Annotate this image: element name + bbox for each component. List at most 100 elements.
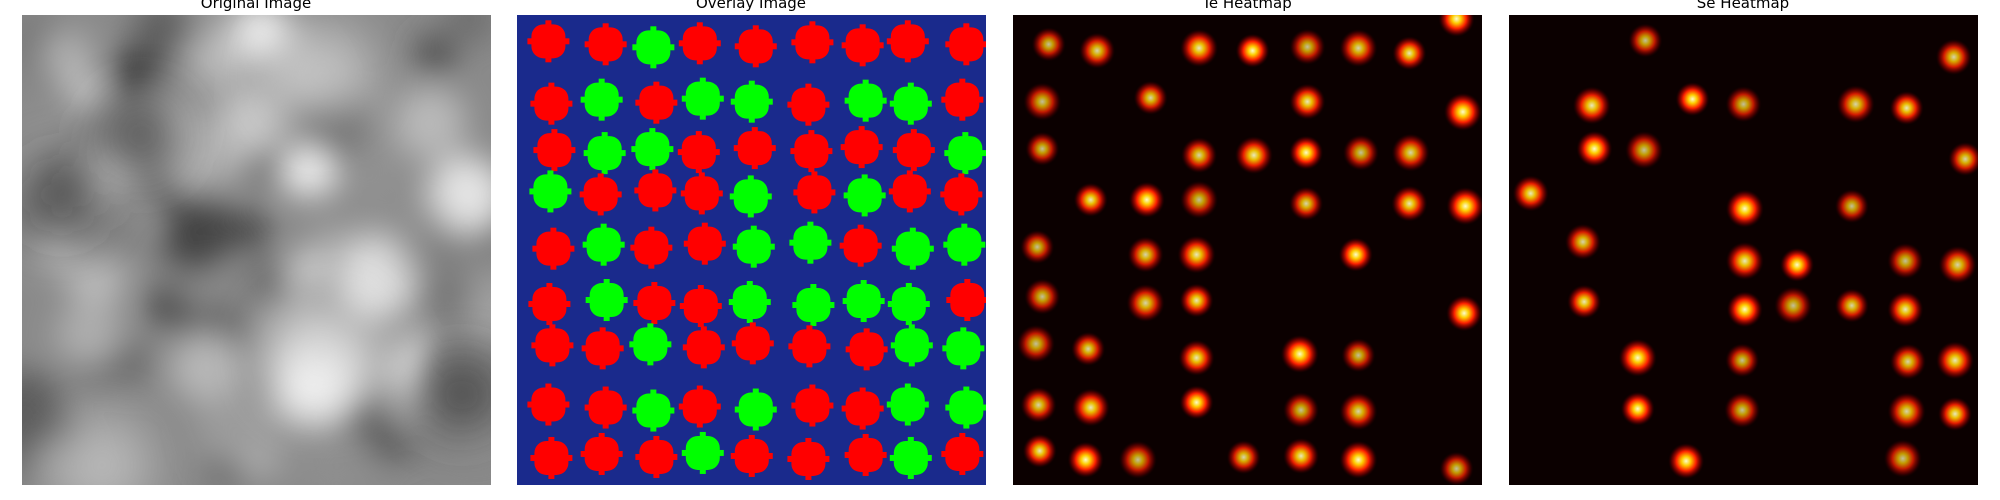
marker-cross — [529, 188, 572, 195]
marker-cross — [681, 449, 724, 456]
heat-spot — [1439, 451, 1474, 485]
marker-cross — [530, 100, 573, 107]
heat-spot — [1133, 80, 1168, 115]
heat-spot — [1079, 32, 1116, 69]
heat-spot — [1177, 235, 1216, 274]
texture — [22, 25, 491, 485]
heat-spot — [1181, 137, 1218, 174]
heat-spot — [1836, 85, 1875, 124]
marker-cross — [842, 298, 885, 305]
marker-cross — [580, 450, 623, 457]
marker-cross — [632, 407, 675, 414]
heat-spot — [1392, 36, 1427, 71]
heat-spot — [1887, 392, 1926, 431]
marker-cross — [733, 145, 776, 152]
marker-cross — [790, 148, 833, 155]
marker-cross — [946, 297, 986, 304]
heat-spot — [1342, 134, 1379, 171]
heat-spot — [1289, 83, 1326, 120]
marker-cross — [793, 189, 836, 196]
marker-cross — [728, 299, 771, 306]
heat-spot — [1022, 433, 1057, 468]
heat-spot — [1020, 229, 1055, 264]
marker-cross — [584, 404, 627, 411]
marker-cross — [840, 144, 883, 151]
heat-spot — [1889, 91, 1924, 126]
heat-spot — [1391, 133, 1430, 172]
panel-title: Overlay Image — [696, 0, 806, 12]
texture-blob — [232, 212, 269, 249]
heat-spot — [1339, 29, 1378, 68]
heat-spot — [1625, 131, 1664, 170]
marker-cross — [843, 192, 886, 199]
heat-spot — [1339, 440, 1378, 479]
texture-blob — [336, 244, 413, 322]
marker-cross — [841, 405, 884, 412]
heat-spot — [1572, 86, 1611, 125]
marker-cross — [941, 450, 984, 457]
marker-cross — [527, 401, 570, 408]
texture-blob — [444, 15, 491, 45]
marker-cross — [945, 41, 986, 48]
heat-spot — [1889, 343, 1926, 380]
marker-cross — [632, 44, 675, 51]
heat-spot — [1073, 182, 1108, 217]
marker-cross — [841, 42, 884, 49]
texture-blob — [34, 226, 82, 273]
heat-spot — [1725, 86, 1762, 123]
marker-cross — [787, 101, 830, 108]
marker-cross — [631, 146, 674, 153]
marker-cross — [527, 38, 570, 45]
heat-spot — [1438, 15, 1475, 37]
marker-cross — [634, 187, 677, 194]
se-heatmap — [1509, 15, 1978, 485]
heat-spot — [1071, 331, 1106, 366]
heat-spot — [1180, 180, 1219, 219]
heat-spot — [1725, 189, 1764, 228]
texture-blob — [421, 269, 475, 324]
marker-cross — [730, 98, 773, 105]
heat-spot — [1283, 437, 1320, 474]
heat-spot — [1620, 391, 1655, 426]
texture-blob — [170, 332, 241, 404]
marker-cross — [531, 342, 574, 349]
marker-cross — [886, 401, 929, 408]
heat-spot — [1628, 23, 1663, 58]
marker-cross — [943, 241, 986, 248]
overlay-image — [517, 15, 986, 485]
marker-cross — [678, 403, 721, 410]
heat-spot — [1280, 335, 1319, 374]
heat-spot — [1724, 392, 1761, 429]
marker-cross — [889, 454, 932, 461]
marker-cross — [845, 346, 888, 353]
marker-cross — [580, 96, 623, 103]
marker-cross — [633, 300, 676, 307]
marker-cross — [682, 344, 725, 351]
texture-blob — [22, 370, 64, 451]
texture-blob — [422, 355, 491, 435]
heat-spot — [1128, 181, 1165, 218]
heat-spot — [1289, 186, 1324, 221]
marker-cross — [892, 147, 935, 154]
marker-cross — [792, 302, 835, 309]
heat-spot — [1226, 440, 1261, 475]
heat-spot — [1834, 189, 1869, 224]
texture-blob — [282, 146, 334, 198]
heat-spot — [1180, 29, 1219, 68]
marker-cross — [679, 303, 722, 310]
marker-cross — [532, 245, 575, 252]
heat-spot — [1935, 39, 1972, 76]
texture-blob — [345, 396, 383, 434]
heat-spot — [1725, 241, 1764, 280]
marker-cross — [533, 147, 576, 154]
heat-spot — [1726, 291, 1763, 328]
texture-blob — [102, 95, 182, 175]
marker-cross — [629, 341, 672, 348]
heat-spot — [1178, 339, 1215, 376]
heat-spot — [1179, 283, 1214, 318]
marker-cross — [635, 99, 678, 106]
marker-cross — [788, 343, 831, 350]
heat-spot — [1618, 338, 1657, 377]
